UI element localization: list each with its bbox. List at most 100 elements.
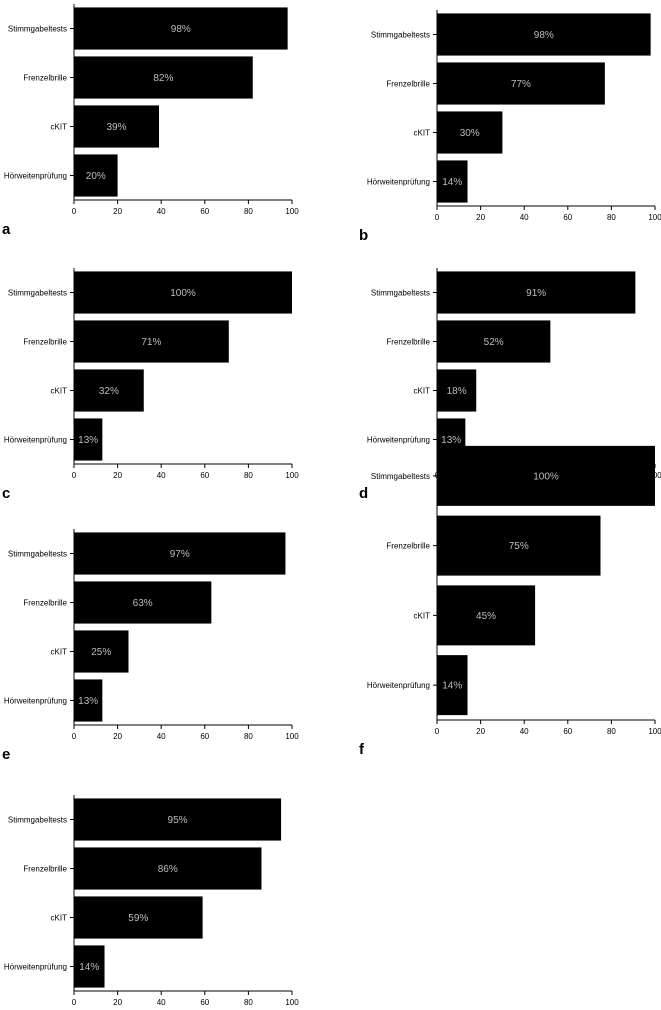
category-label: Stimmgabeltests [371, 31, 430, 40]
data-label: 100% [533, 471, 559, 482]
x-tick-label: 60 [200, 998, 209, 1007]
x-tick-label: 40 [520, 213, 529, 222]
bar-g-1 [74, 798, 282, 841]
bar-a-2 [74, 56, 253, 99]
data-label: 91% [526, 288, 546, 299]
category-label: Frenzelbrille [386, 542, 430, 551]
chart-panel-c: 100% Stimmgabeltests 71% Frenzelbrille 32% cK… [2, 268, 299, 502]
data-label: 59% [128, 913, 148, 924]
chart-panel-b: 98% Stimmgabeltests 77% Frenzelbrille 30% cKI… [359, 10, 661, 244]
bar-a-4 [74, 154, 118, 197]
data-label: 100% [170, 288, 196, 299]
x-tick-label: 20 [113, 998, 122, 1007]
bar-d-1 [437, 271, 636, 314]
x-tick-label: 20 [113, 732, 122, 741]
category-label: Stimmgabeltests [8, 816, 67, 825]
x-tick-label: 40 [157, 207, 166, 216]
category-label: cKIT [51, 387, 68, 396]
x-tick-label: 60 [563, 213, 572, 222]
x-tick-label: 20 [113, 471, 122, 480]
bar-a-1 [74, 7, 288, 50]
x-tick-label: 60 [200, 471, 209, 480]
bar-b-3 [437, 111, 503, 154]
category-label: Frenzelbrille [23, 74, 67, 83]
data-label: 71% [141, 337, 161, 348]
category-label: Frenzelbrille [23, 865, 67, 874]
x-tick-label: 20 [476, 727, 485, 736]
category-label: Hörweitenprüfung [367, 681, 430, 690]
x-tick-label: 80 [607, 727, 616, 736]
bar-g-3 [74, 896, 203, 939]
data-label: 77% [511, 79, 531, 90]
category-label: cKIT [414, 387, 431, 396]
bar-e-3 [74, 630, 129, 673]
panel-label: e [2, 746, 10, 763]
x-tick-label: 80 [244, 732, 253, 741]
category-label: cKIT [414, 611, 431, 620]
bar-c-1 [74, 271, 292, 314]
x-tick-label: 100 [648, 213, 661, 222]
x-tick-label: 40 [157, 732, 166, 741]
x-tick-label: 80 [244, 998, 253, 1007]
x-tick-label: 0 [435, 727, 440, 736]
category-label: Hörweitenprüfung [367, 436, 430, 445]
data-label: 63% [133, 598, 153, 609]
panel-label: b [359, 227, 368, 244]
category-label: Hörweitenprüfung [4, 963, 67, 972]
category-label: Stimmgabeltests [8, 25, 67, 34]
panel-label: f [359, 741, 365, 758]
bar-e-2 [74, 581, 212, 624]
data-label: 25% [91, 647, 111, 658]
panel-label: d [359, 485, 368, 502]
category-label: Stimmgabeltests [8, 550, 67, 559]
data-label: 45% [476, 611, 496, 622]
x-tick-label: 100 [285, 998, 299, 1007]
x-tick-label: 60 [200, 732, 209, 741]
category-label: Hörweitenprüfung [4, 697, 67, 706]
bar-b-4 [437, 160, 468, 203]
data-label: 32% [99, 386, 119, 397]
x-tick-label: 100 [285, 207, 299, 216]
chart-panel-g: 95% Stimmgabeltests 86% Frenzelbrille 59% cKI… [4, 795, 299, 1007]
chart-panel-e: 97% Stimmgabeltests 63% Frenzelbrille 25% cKI… [2, 529, 299, 763]
bar-d-3 [437, 369, 477, 412]
data-label: 13% [78, 435, 98, 446]
chart-panel-a: 98% Stimmgabeltests 82% Frenzelbrille 39% cKI… [2, 4, 299, 238]
data-label: 39% [107, 122, 127, 133]
data-label: 14% [79, 962, 99, 973]
x-tick-label: 40 [157, 471, 166, 480]
category-label: Frenzelbrille [386, 338, 430, 347]
x-tick-label: 20 [476, 213, 485, 222]
data-label: 20% [86, 171, 106, 182]
data-label: 98% [534, 30, 554, 41]
x-tick-label: 80 [244, 207, 253, 216]
x-tick-label: 0 [72, 207, 77, 216]
x-tick-label: 20 [113, 207, 122, 216]
bar-c-3 [74, 369, 144, 412]
data-label: 14% [442, 681, 462, 692]
bar-e-1 [74, 532, 286, 575]
bar-g-2 [74, 847, 262, 890]
x-tick-label: 100 [285, 732, 299, 741]
bar-b-2 [437, 62, 605, 105]
x-tick-label: 40 [520, 727, 529, 736]
data-label: 75% [509, 541, 529, 552]
bar-f-1 [437, 445, 655, 506]
x-tick-label: 80 [607, 213, 616, 222]
bar-f-3 [437, 585, 536, 646]
data-label: 18% [447, 386, 467, 397]
x-tick-label: 100 [648, 727, 661, 736]
category-label: Stimmgabeltests [8, 289, 67, 298]
data-label: 98% [171, 24, 191, 35]
category-label: cKIT [51, 123, 68, 132]
category-label: Hörweitenprüfung [4, 436, 67, 445]
x-tick-label: 60 [200, 207, 209, 216]
data-label: 95% [168, 815, 188, 826]
chart-panel-d: 91% Stimmgabeltests 52% Frenzelbrille 18% cKI… [359, 268, 661, 502]
data-label: 13% [441, 435, 461, 446]
bar-c-4 [74, 418, 103, 461]
bar-e-4 [74, 679, 103, 722]
data-label: 30% [460, 128, 480, 139]
x-tick-label: 100 [285, 471, 299, 480]
